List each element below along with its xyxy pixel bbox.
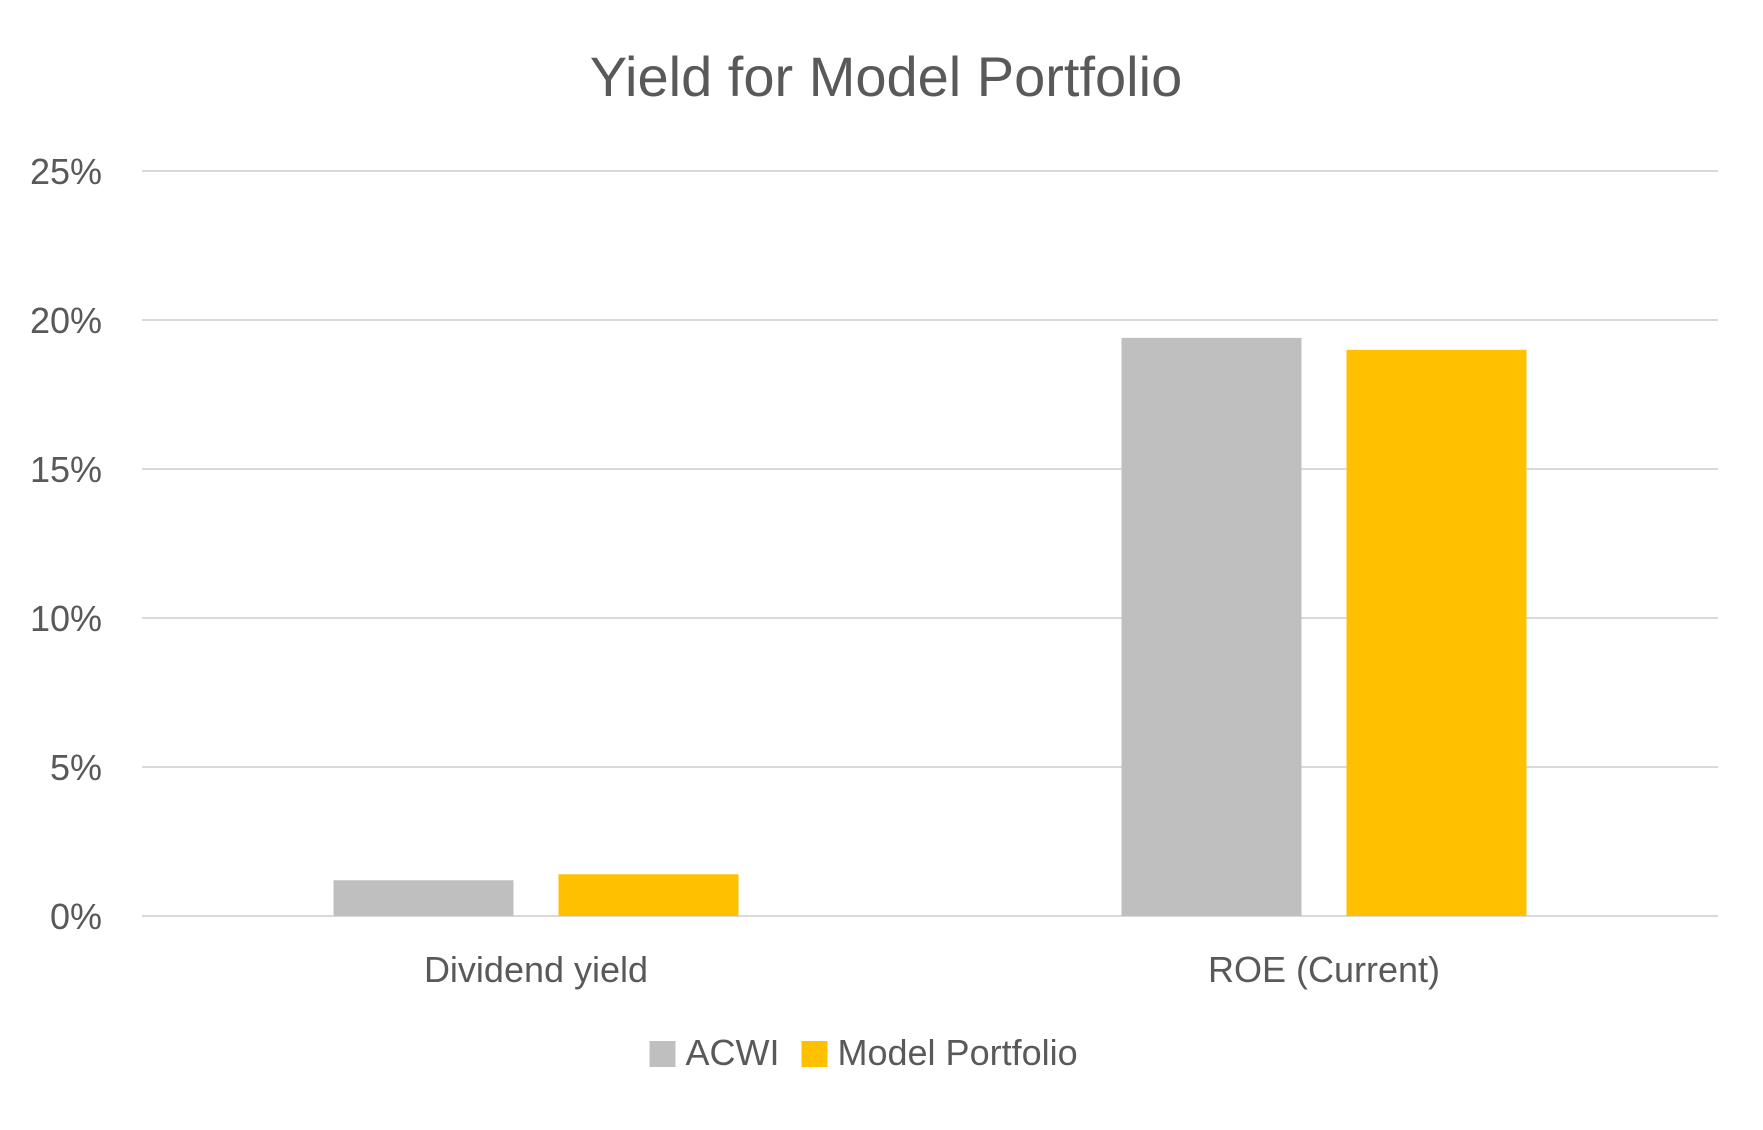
y-tick-label-4: 20%: [30, 300, 102, 341]
chart-title: Yield for Model Portfolio: [590, 45, 1182, 108]
bar-acwi-0: [333, 880, 514, 916]
bars: [333, 337, 1527, 916]
y-axis-ticks: 0% 5% 10% 15% 20% 25%: [30, 151, 102, 937]
legend-label-0: ACWI: [686, 1032, 780, 1073]
x-tick-label-1: ROE (Current): [1208, 949, 1440, 990]
x-axis-ticks: Dividend yield ROE (Current): [424, 949, 1440, 990]
bar-acwi-1: [1121, 337, 1302, 916]
bar-model-portfolio-0: [558, 874, 739, 916]
bar-model-portfolio-1: [1346, 349, 1527, 916]
legend-swatch-0: [649, 1041, 676, 1067]
y-tick-label-5: 25%: [30, 151, 102, 192]
y-tick-label-0: 0%: [50, 896, 102, 937]
y-tick-label-1: 5%: [50, 747, 102, 788]
y-tick-label-3: 15%: [30, 449, 102, 490]
legend: ACWI Model Portfolio: [649, 1032, 1078, 1073]
legend-label-1: Model Portfolio: [838, 1032, 1078, 1073]
x-tick-label-0: Dividend yield: [424, 949, 648, 990]
y-tick-label-2: 10%: [30, 598, 102, 639]
legend-swatch-1: [801, 1041, 828, 1067]
